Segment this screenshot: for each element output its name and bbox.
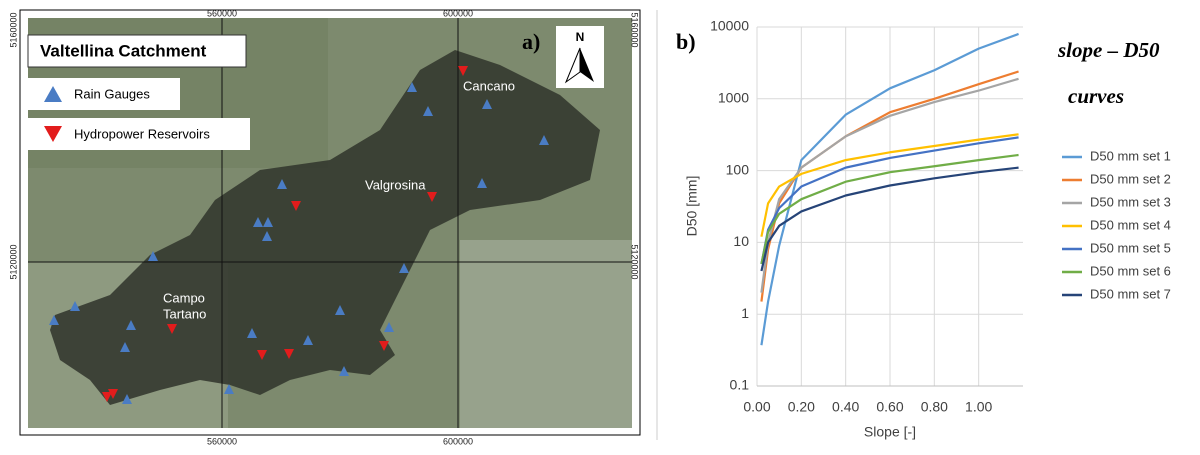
rain-gauge bbox=[339, 366, 349, 376]
map-coord: 560000 bbox=[207, 8, 237, 18]
reservoir bbox=[379, 341, 389, 351]
rain-gauge bbox=[224, 384, 234, 394]
x-tick-label: 1.00 bbox=[965, 399, 992, 415]
rain-gauge bbox=[303, 335, 313, 345]
rain-gauge bbox=[482, 99, 492, 109]
rain-gauge bbox=[384, 322, 394, 332]
legend-label: D50 mm set 3 bbox=[1090, 194, 1171, 209]
series-line bbox=[760, 32, 1019, 346]
terrain bbox=[460, 240, 632, 428]
chart-subtitle: curves bbox=[1068, 84, 1124, 108]
map-coord: 5160000 bbox=[630, 12, 640, 47]
y-tick-label: 1 bbox=[741, 305, 749, 321]
y-tick-label: 0.1 bbox=[730, 377, 750, 393]
legend-label: D50 mm set 6 bbox=[1090, 263, 1171, 278]
rain-gauge bbox=[262, 231, 272, 241]
y-tick-label: 10 bbox=[733, 233, 749, 249]
reservoir bbox=[458, 66, 468, 76]
panel-label: b) bbox=[676, 29, 696, 54]
rain-gauge bbox=[122, 394, 132, 404]
legend-label: D50 mm set 4 bbox=[1090, 217, 1171, 232]
chart-panel: b) slope – D50 curves Slope [-] D50 [mm]… bbox=[676, 18, 1171, 440]
catchment bbox=[50, 50, 600, 405]
x-tick-label: 0.60 bbox=[876, 399, 903, 415]
y-axis-label: D50 [mm] bbox=[684, 176, 700, 237]
x-axis-label: Slope [-] bbox=[864, 424, 916, 440]
legend-box bbox=[28, 118, 250, 150]
north-label: N bbox=[576, 30, 585, 44]
legend-label: Rain Gauges bbox=[74, 86, 150, 101]
map-coord: 5160000 bbox=[8, 12, 18, 47]
place-label: Cancano bbox=[463, 78, 515, 93]
rain-gauge bbox=[263, 217, 273, 227]
rain-gauge bbox=[277, 179, 287, 189]
legend-label: D50 mm set 5 bbox=[1090, 240, 1171, 255]
map-coord: 5120000 bbox=[8, 244, 18, 279]
map-coord: 560000 bbox=[207, 436, 237, 446]
x-tick-label: 0.40 bbox=[832, 399, 859, 415]
reservoir bbox=[167, 324, 177, 334]
series-line bbox=[760, 77, 1019, 293]
legend-icon bbox=[44, 126, 62, 142]
reservoir bbox=[102, 392, 112, 402]
series-line bbox=[760, 136, 1019, 265]
panel-label: a) bbox=[522, 29, 540, 54]
legend-label: Hydropower Reservoirs bbox=[74, 126, 210, 141]
y-tick-label: 100 bbox=[726, 161, 750, 177]
reservoir bbox=[291, 201, 301, 211]
legend-label: D50 mm set 2 bbox=[1090, 171, 1171, 186]
legend-label: D50 mm set 7 bbox=[1090, 286, 1171, 301]
rain-gauge bbox=[148, 251, 158, 261]
rain-gauge bbox=[335, 305, 345, 315]
rain-gauge bbox=[423, 106, 433, 116]
place-label: Tartano bbox=[163, 306, 206, 321]
y-tick-label: 10000 bbox=[710, 18, 749, 34]
map-panel: Valtellina Catchment Rain Gauges Hydropo… bbox=[8, 8, 641, 446]
x-tick-label: 0.80 bbox=[921, 399, 948, 415]
map-title: Valtellina Catchment bbox=[40, 41, 207, 60]
y-tick-label: 1000 bbox=[718, 90, 749, 106]
legend-label: D50 mm set 1 bbox=[1090, 148, 1171, 163]
map-coord: 600000 bbox=[443, 8, 473, 18]
series-line bbox=[760, 133, 1019, 237]
series-line bbox=[760, 153, 1019, 265]
reservoir bbox=[427, 192, 437, 202]
rain-gauge bbox=[70, 301, 80, 311]
rain-gauge bbox=[120, 342, 130, 352]
map-coord: 600000 bbox=[443, 436, 473, 446]
rain-gauge bbox=[477, 178, 487, 188]
rain-gauge bbox=[407, 82, 417, 92]
legend-icon bbox=[44, 86, 62, 102]
map-coord: 5120000 bbox=[630, 244, 640, 279]
reservoir bbox=[257, 350, 267, 360]
reservoir bbox=[284, 349, 294, 359]
rain-gauge bbox=[399, 263, 409, 273]
rain-gauge bbox=[247, 328, 257, 338]
series-line bbox=[760, 166, 1019, 272]
rain-gauge bbox=[539, 135, 549, 145]
place-label: Campo bbox=[163, 290, 205, 305]
rain-gauge bbox=[49, 315, 59, 325]
chart-title: slope – D50 bbox=[1057, 38, 1160, 62]
x-tick-label: 0.20 bbox=[788, 399, 815, 415]
map-title-box bbox=[27, 34, 247, 68]
rain-gauge bbox=[126, 320, 136, 330]
rain-gauge bbox=[253, 217, 263, 227]
reservoir bbox=[108, 389, 118, 399]
north-arrow bbox=[580, 48, 594, 82]
x-tick-label: 0.00 bbox=[743, 399, 770, 415]
place-label: Valgrosina bbox=[365, 177, 426, 192]
